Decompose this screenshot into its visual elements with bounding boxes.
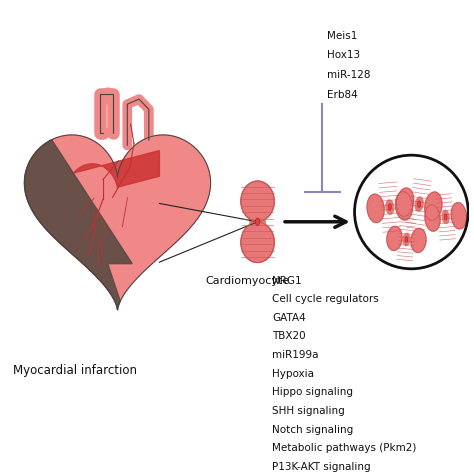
- Polygon shape: [367, 194, 384, 223]
- Text: Hippo signaling: Hippo signaling: [272, 387, 353, 397]
- Ellipse shape: [388, 204, 392, 210]
- Polygon shape: [403, 233, 410, 246]
- Text: Meis1: Meis1: [327, 31, 357, 41]
- Text: TBX20: TBX20: [272, 331, 306, 341]
- Text: Myocardial infarction: Myocardial infarction: [13, 364, 137, 377]
- Ellipse shape: [255, 218, 260, 226]
- Ellipse shape: [241, 181, 274, 221]
- Ellipse shape: [405, 237, 408, 242]
- Text: Hypoxia: Hypoxia: [272, 369, 314, 379]
- Ellipse shape: [249, 209, 266, 235]
- Text: Erb84: Erb84: [327, 90, 358, 100]
- Polygon shape: [387, 226, 402, 250]
- Polygon shape: [73, 151, 159, 189]
- Polygon shape: [395, 191, 412, 220]
- Circle shape: [355, 155, 468, 269]
- Polygon shape: [415, 197, 423, 211]
- Ellipse shape: [444, 214, 447, 220]
- Polygon shape: [442, 210, 449, 223]
- Ellipse shape: [418, 201, 421, 208]
- Polygon shape: [25, 135, 210, 310]
- Polygon shape: [425, 205, 440, 231]
- Text: Notch signaling: Notch signaling: [272, 425, 354, 435]
- Text: GATA4: GATA4: [272, 313, 306, 323]
- Text: Metabolic pathways (Pkm2): Metabolic pathways (Pkm2): [272, 443, 417, 453]
- Text: SHH signaling: SHH signaling: [272, 406, 345, 416]
- Polygon shape: [411, 228, 426, 253]
- Circle shape: [100, 88, 116, 104]
- Text: miR-128: miR-128: [327, 70, 371, 80]
- Text: Hox13: Hox13: [327, 50, 360, 60]
- Polygon shape: [451, 203, 466, 229]
- Polygon shape: [425, 192, 442, 220]
- Text: NRG1: NRG1: [272, 276, 302, 286]
- Text: P13K-AKT signaling: P13K-AKT signaling: [272, 462, 371, 472]
- Text: Cell cycle regulators: Cell cycle regulators: [272, 294, 379, 304]
- Text: Cardiomyocyte: Cardiomyocyte: [206, 276, 290, 286]
- Polygon shape: [386, 200, 394, 214]
- Ellipse shape: [241, 222, 274, 263]
- Text: miR199a: miR199a: [272, 350, 319, 360]
- Polygon shape: [25, 140, 132, 310]
- Polygon shape: [396, 188, 414, 216]
